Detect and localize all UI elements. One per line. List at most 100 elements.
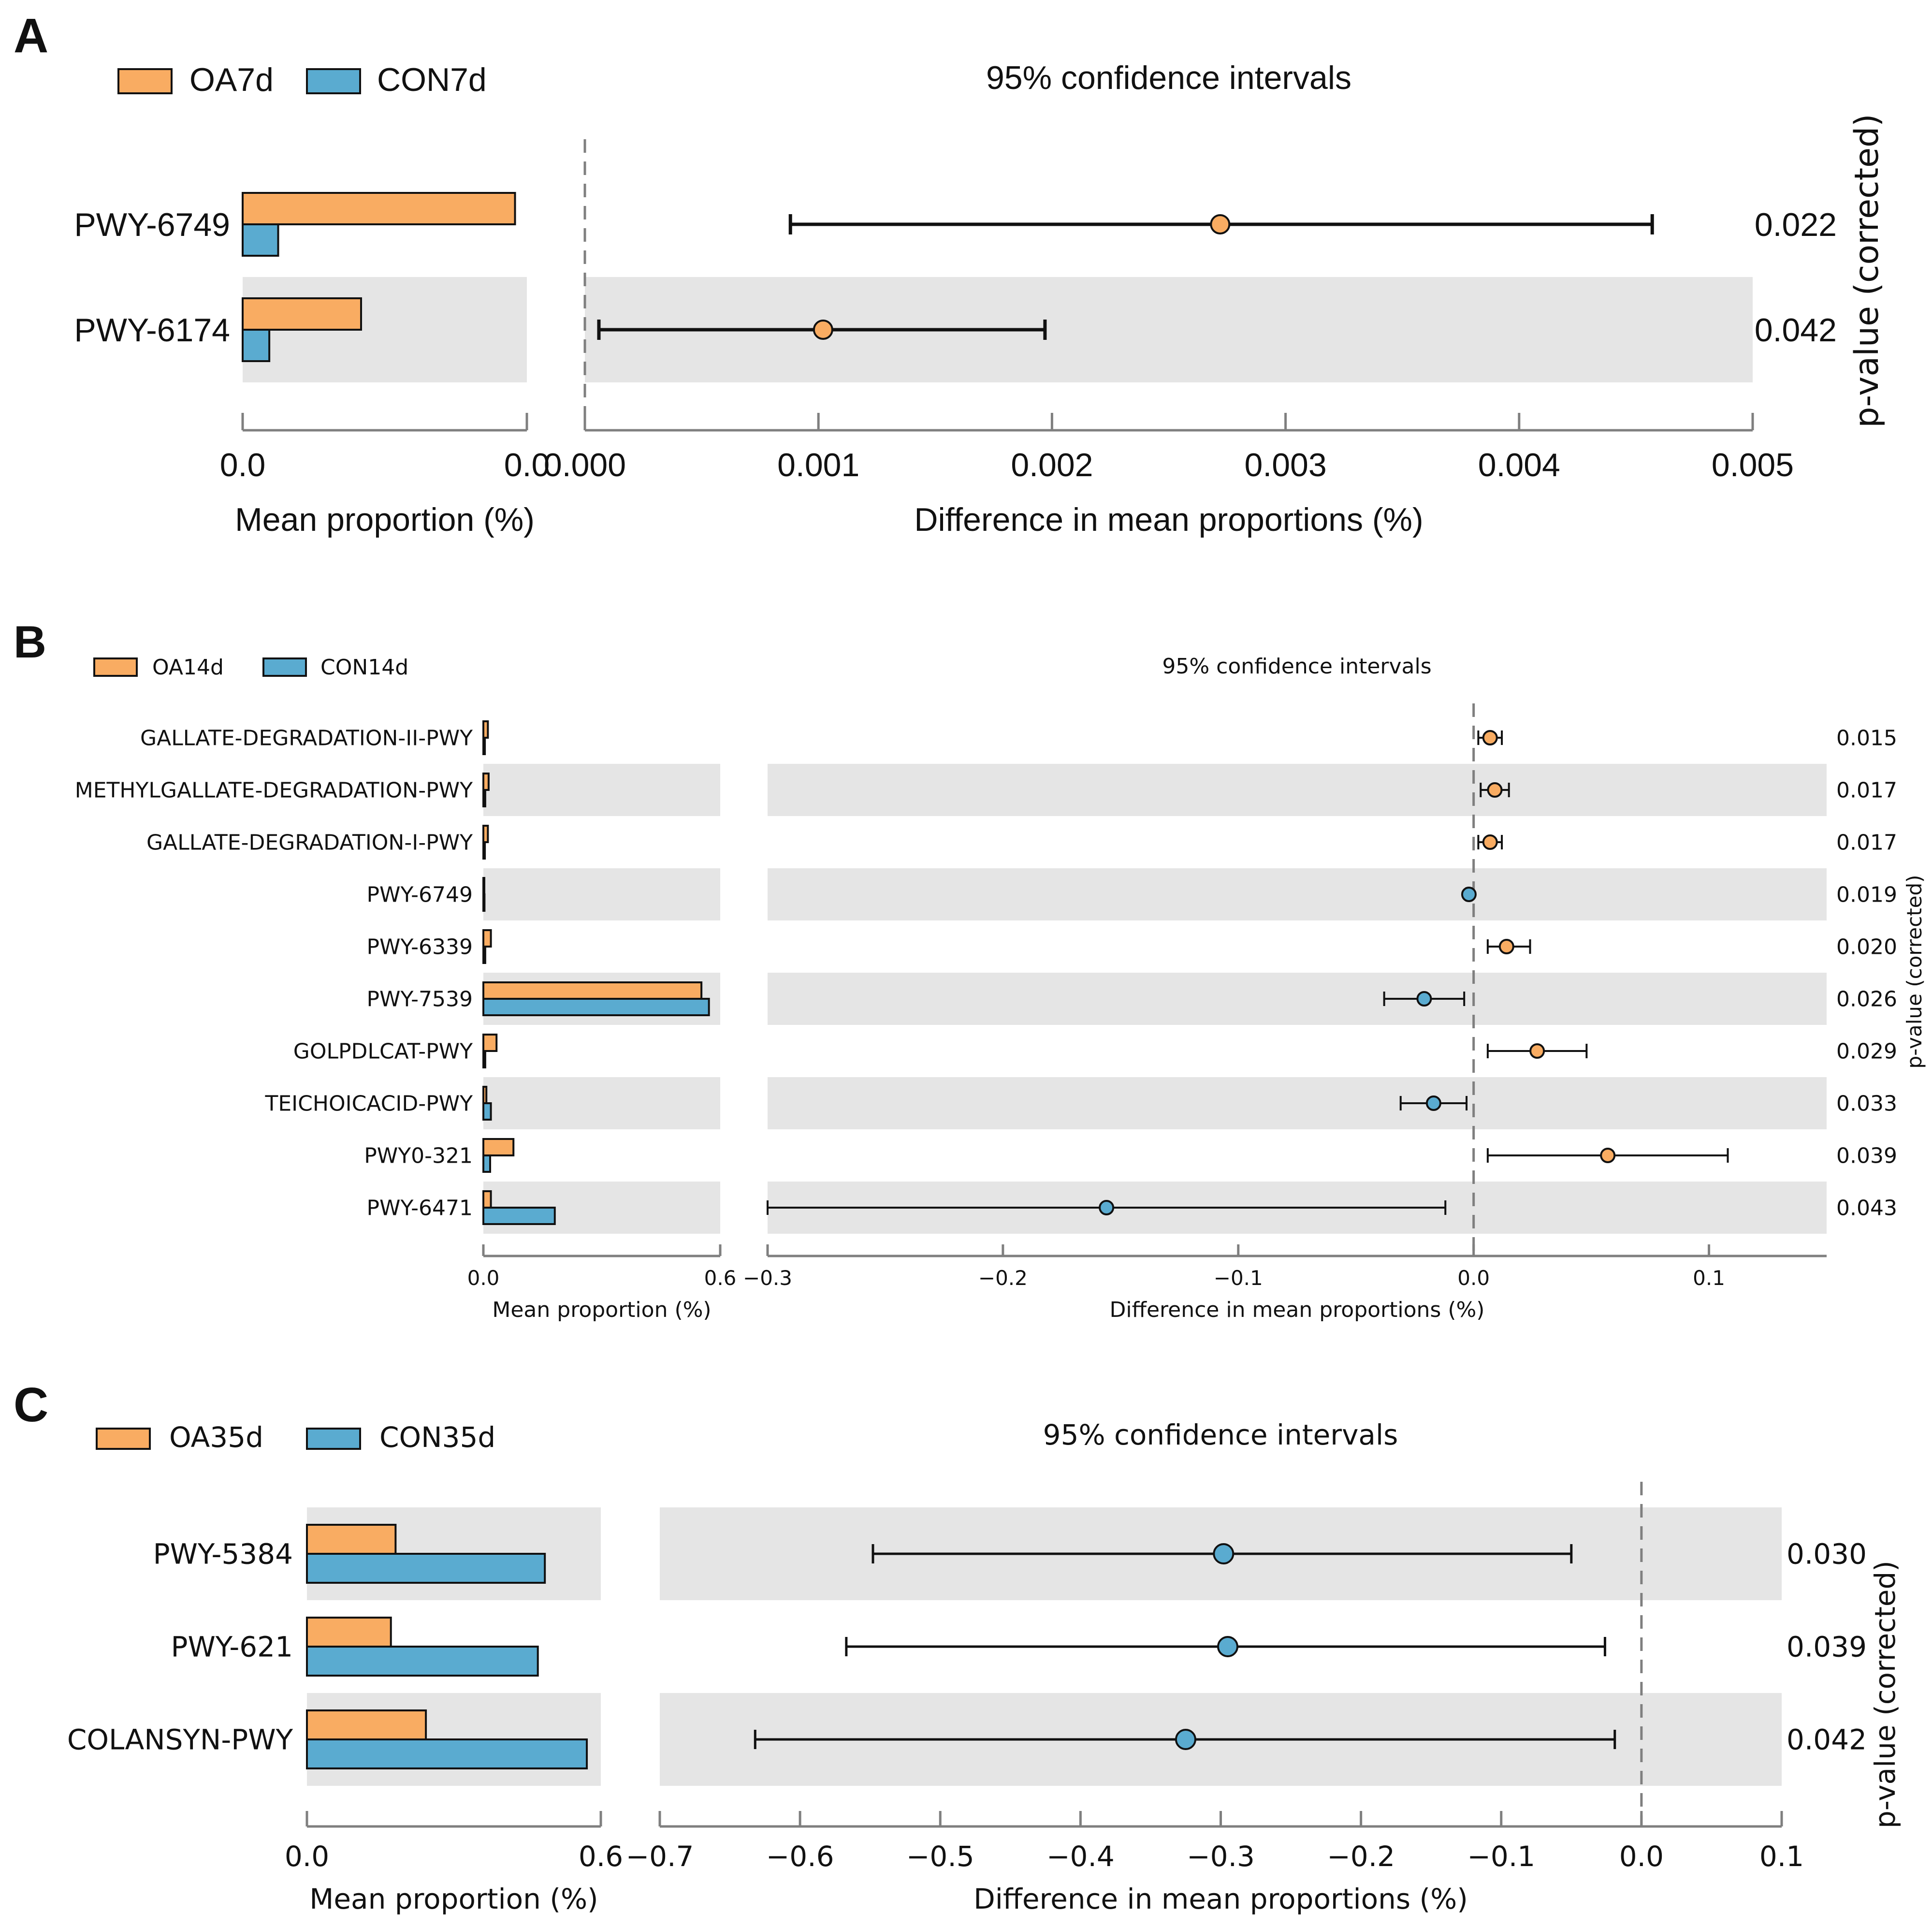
p-value-axis-label: p-value (corrected) [1848, 114, 1886, 427]
row-band-diff [768, 764, 1827, 816]
row-band-mean [483, 868, 720, 920]
pathway-label: PWY-6174 [74, 312, 230, 349]
pathway-label: PWY-7539 [366, 987, 473, 1011]
mean-bar-con [306, 1646, 539, 1677]
diff-tick-label: 0.0 [1457, 1266, 1490, 1290]
mean-bar-oa [242, 297, 362, 331]
mean-bar-oa [306, 1709, 427, 1740]
difference-point [1175, 1729, 1196, 1750]
mean-bar-con [482, 946, 486, 964]
mean-bar-con [306, 1553, 546, 1584]
mean-bar-oa [482, 929, 492, 948]
legend-label-con: CON35d [379, 1421, 495, 1454]
legend-swatch-oa [93, 657, 138, 677]
pathway-label: PWY0-321 [364, 1143, 473, 1168]
diff-x-axis-label: Difference in mean proportions (%) [1110, 1298, 1485, 1322]
p-value: 0.039 [1836, 1143, 1897, 1168]
pathway-label: PWY-6749 [74, 206, 230, 243]
p-value: 0.020 [1836, 934, 1897, 959]
diff-tick-label: −0.7 [626, 1840, 694, 1873]
p-value: 0.022 [1755, 206, 1837, 243]
mean-tick-label: 0.0 [220, 447, 266, 483]
mean-tick-label: 0.0 [467, 1266, 500, 1290]
p-value: 0.017 [1836, 778, 1897, 803]
ci-title: 95% confidence intervals [1043, 1418, 1398, 1451]
diff-tick-label: −0.3 [1187, 1840, 1255, 1873]
diff-tick-label: 0.003 [1245, 447, 1327, 483]
p-value: 0.026 [1836, 987, 1897, 1011]
panel-letter: A [14, 9, 48, 63]
diff-tick-label: −0.2 [1327, 1840, 1395, 1873]
row-band-mean [483, 764, 720, 816]
mean-bar-oa [482, 1190, 492, 1209]
difference-point [1217, 1636, 1239, 1657]
p-value: 0.033 [1836, 1091, 1897, 1116]
difference-point [1461, 887, 1477, 902]
difference-point [1210, 214, 1231, 234]
mean-x-axis-label: Mean proportion (%) [492, 1298, 711, 1322]
mean-tick-label: 0.6 [704, 1266, 737, 1290]
p-value: 0.043 [1836, 1196, 1897, 1220]
mean-x-axis-label: Mean proportion (%) [309, 1883, 598, 1915]
legend-swatch-oa [96, 1428, 151, 1450]
p-value: 0.017 [1836, 830, 1897, 855]
mean-bar-oa [482, 1034, 498, 1052]
mean-bar-con [482, 1102, 492, 1121]
mean-bar-oa [306, 1617, 392, 1648]
diff-tick-label: −0.4 [1046, 1840, 1115, 1873]
p-value: 0.042 [1787, 1723, 1867, 1756]
mean-bar-oa [482, 1086, 488, 1104]
diff-x-axis-label: Difference in mean proportions (%) [914, 501, 1423, 538]
legend-label-con: CON7d [377, 61, 487, 98]
p-value-axis-label: p-value (corrected) [1869, 1561, 1902, 1828]
mean-bar-con [482, 893, 486, 912]
diff-tick-label: −0.1 [1214, 1266, 1263, 1290]
mean-bar-oa [482, 877, 485, 895]
mean-bar-con [482, 1207, 556, 1225]
row-band-diff [768, 973, 1827, 1025]
difference-point [1425, 1095, 1441, 1111]
pathway-label: PWY-6471 [366, 1196, 473, 1220]
p-value: 0.042 [1755, 312, 1837, 349]
mean-bar-oa [482, 720, 489, 739]
pathway-label: TEICHOICACID-PWY [265, 1091, 473, 1116]
pathway-label: COLANSYN-PWY [67, 1723, 293, 1756]
difference-point [1416, 991, 1432, 1007]
row-band-mean [483, 1077, 720, 1129]
mean-bar-oa [306, 1524, 397, 1555]
diff-tick-label: −0.5 [906, 1840, 974, 1873]
diff-tick-label: 0.1 [1759, 1840, 1804, 1873]
diff-tick-label: −0.6 [766, 1840, 834, 1873]
difference-point [813, 320, 833, 340]
pathway-label: GALLATE-DEGRADATION-II-PWY [140, 726, 473, 750]
mean-bar-con [482, 841, 486, 860]
ci-title: 95% confidence intervals [1162, 654, 1431, 679]
mean-bar-con [482, 789, 486, 807]
difference-point [1482, 834, 1498, 850]
pathway-label: GALLATE-DEGRADATION-I-PWY [146, 830, 473, 855]
diff-tick-label: −0.1 [1467, 1840, 1535, 1873]
p-value: 0.015 [1836, 726, 1897, 750]
pathway-label: PWY-6749 [366, 882, 473, 907]
difference-point [1600, 1148, 1616, 1163]
panel-a: A OA7d CON7d 95% confidence intervals PWY-67… [14, 9, 1886, 538]
mean-bar-oa [242, 192, 516, 225]
difference-point [1099, 1200, 1115, 1215]
diff-tick-label: 0.0 [1619, 1840, 1664, 1873]
legend-swatch-con [306, 1428, 361, 1450]
legend-label-con: CON14d [320, 655, 408, 680]
mean-bar-oa [482, 1138, 515, 1156]
mean-tick-label: 0.0 [285, 1840, 329, 1873]
pathway-label: PWY-6339 [366, 934, 473, 959]
panel-letter: C [14, 1378, 48, 1432]
row-band-diff [768, 868, 1827, 920]
diff-tick-label: −0.2 [978, 1266, 1028, 1290]
legend-label-oa: OA35d [169, 1421, 263, 1454]
mean-bar-con [482, 998, 710, 1016]
diff-tick-label: 0.004 [1478, 447, 1560, 483]
panel-b: B OA14d CON14d 95% confidence intervals GALL… [14, 616, 1926, 1322]
p-value-axis-label: p-value (corrected) [1903, 875, 1926, 1068]
pathway-label: METHYLGALLATE-DEGRADATION-PWY [75, 778, 473, 803]
p-value: 0.019 [1836, 882, 1897, 907]
